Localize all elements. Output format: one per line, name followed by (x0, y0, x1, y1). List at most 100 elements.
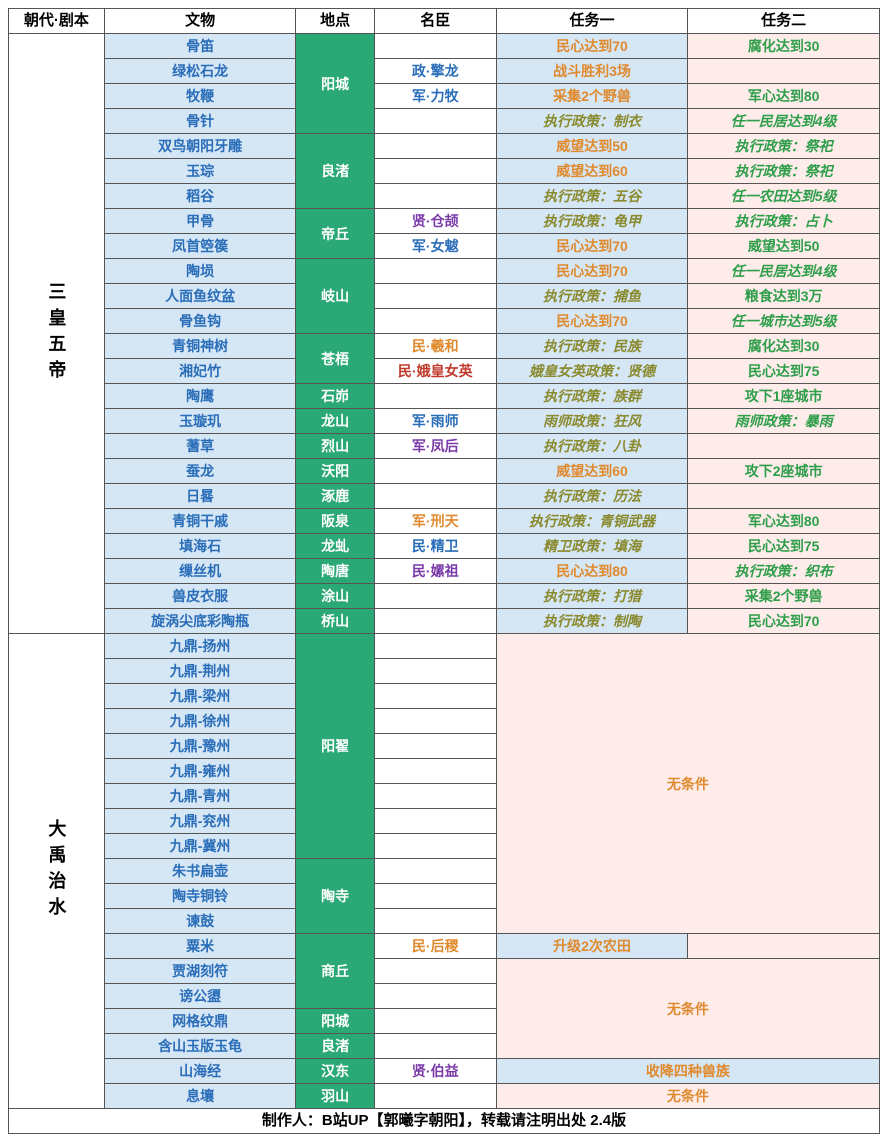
minister-cell: 军·凤后 (374, 434, 496, 459)
task1-cell: 战斗胜利3场 (496, 59, 688, 84)
minister-cell (374, 484, 496, 509)
minister-cell (374, 984, 496, 1009)
minister-cell (374, 909, 496, 934)
minister-cell (374, 259, 496, 284)
minister-cell (374, 309, 496, 334)
artifact-cell: 牧鞭 (104, 84, 296, 109)
artifact-cell: 稻谷 (104, 184, 296, 209)
table-row: 稻谷 执行政策：五谷任一农田达到5级 (9, 184, 880, 209)
location-cell: 阳城 (296, 1009, 374, 1034)
minister-cell (374, 834, 496, 859)
artifact-cell: 填海石 (104, 534, 296, 559)
minister-cell: 民·嫘祖 (374, 559, 496, 584)
artifact-cell: 息壤 (104, 1084, 296, 1109)
minister-cell (374, 759, 496, 784)
table-row: 贾湖刻符无条件 (9, 959, 880, 984)
task1-cell: 执行政策：五谷 (496, 184, 688, 209)
task2-cell: 执行政策：祭祀 (688, 159, 880, 184)
minister-cell (374, 384, 496, 409)
table-row: 大禹治水九鼎-扬州阳翟无条件 (9, 634, 880, 659)
task2-cell: 民心达到75 (688, 359, 880, 384)
table-row: 人面鱼纹盆 执行政策：捕鱼粮食达到3万 (9, 284, 880, 309)
no-condition-cell: 无条件 (496, 959, 879, 1059)
location-cell: 商丘 (296, 934, 374, 1009)
task1-cell: 执行政策：捕鱼 (496, 284, 688, 309)
artifact-cell: 山海经 (104, 1059, 296, 1084)
artifact-cell: 九鼎-冀州 (104, 834, 296, 859)
task2-cell: 军心达到80 (688, 509, 880, 534)
artifact-cell: 人面鱼纹盆 (104, 284, 296, 309)
artifact-cell: 谤公盨 (104, 984, 296, 1009)
table-body: 三皇五帝骨笛阳城民心达到70腐化达到30绿松石龙政·擎龙战斗胜利3场牧鞭军·力牧… (9, 34, 880, 1109)
table-row: 粟米商丘民·后稷升级2次农田 (9, 934, 880, 959)
table-row: 甲骨帝丘贤·仓颉执行政策：龟甲执行政策：占卜 (9, 209, 880, 234)
task2-cell: 任一农田达到5级 (688, 184, 880, 209)
task1-cell: 执行政策：八卦 (496, 434, 688, 459)
artifact-cell: 骨鱼钩 (104, 309, 296, 334)
artifact-cell: 玉琮 (104, 159, 296, 184)
minister-cell: 军·女魃 (374, 234, 496, 259)
minister-cell: 民·羲和 (374, 334, 496, 359)
task2-cell: 民心达到75 (688, 534, 880, 559)
table-row: 青铜神树苍梧民·羲和执行政策：民族腐化达到30 (9, 334, 880, 359)
table-row: 兽皮衣服涂山执行政策：打猎采集2个野兽 (9, 584, 880, 609)
task2-cell: 腐化达到30 (688, 334, 880, 359)
minister-cell (374, 459, 496, 484)
task1-cell: 民心达到80 (496, 559, 688, 584)
task-merged-cell: 无条件 (496, 1084, 879, 1109)
location-cell: 羽山 (296, 1084, 374, 1109)
artifact-cell: 贾湖刻符 (104, 959, 296, 984)
task2-cell: 粮食达到3万 (688, 284, 880, 309)
artifact-cell: 缫丝机 (104, 559, 296, 584)
task1-cell: 民心达到70 (496, 34, 688, 59)
minister-cell (374, 859, 496, 884)
location-cell: 汉东 (296, 1059, 374, 1084)
artifact-cell: 蓍草 (104, 434, 296, 459)
task2-cell: 执行政策：织布 (688, 559, 880, 584)
location-cell: 岐山 (296, 259, 374, 334)
task1-cell: 升级2次农田 (496, 934, 688, 959)
task2-cell: 腐化达到30 (688, 34, 880, 59)
task2-cell (688, 59, 880, 84)
task1-cell: 执行政策：制衣 (496, 109, 688, 134)
task1-cell: 执行政策：族群 (496, 384, 688, 409)
artifact-cell: 九鼎-雍州 (104, 759, 296, 784)
table-row: 三皇五帝骨笛阳城民心达到70腐化达到30 (9, 34, 880, 59)
artifact-cell: 玉璇玑 (104, 409, 296, 434)
artifact-cell: 骨笛 (104, 34, 296, 59)
task1-cell: 执行政策：青铜武器 (496, 509, 688, 534)
artifact-cell: 绿松石龙 (104, 59, 296, 84)
artifact-cell: 骨针 (104, 109, 296, 134)
location-cell: 苍梧 (296, 334, 374, 384)
table-row: 陶埙岐山民心达到70任一民居达到4级 (9, 259, 880, 284)
task2-cell: 任一城市达到5级 (688, 309, 880, 334)
table-row: 青铜干戚阪泉军·刑天执行政策：青铜武器军心达到80 (9, 509, 880, 534)
artifact-cell: 陶寺铜铃 (104, 884, 296, 909)
header-minister: 名臣 (374, 9, 496, 34)
task2-cell: 民心达到70 (688, 609, 880, 634)
location-cell: 龙山 (296, 409, 374, 434)
task1-cell: 执行政策：龟甲 (496, 209, 688, 234)
task2-cell: 威望达到50 (688, 234, 880, 259)
minister-cell: 军·力牧 (374, 84, 496, 109)
task1-cell: 民心达到70 (496, 309, 688, 334)
task2-cell: 任一民居达到4级 (688, 109, 880, 134)
artifact-cell: 网格纹鼎 (104, 1009, 296, 1034)
table-row: 山海经汉东贤·伯益收降四种兽族 (9, 1059, 880, 1084)
minister-cell (374, 959, 496, 984)
table-row: 双鸟朝阳牙雕良渚威望达到50执行政策：祭祀 (9, 134, 880, 159)
task1-cell: 威望达到60 (496, 459, 688, 484)
artifact-cell: 青铜神树 (104, 334, 296, 359)
location-cell: 阳城 (296, 34, 374, 134)
table-row: 缫丝机陶唐民·嫘祖民心达到80执行政策：织布 (9, 559, 880, 584)
minister-cell (374, 1034, 496, 1059)
task2-cell: 攻下1座城市 (688, 384, 880, 409)
minister-cell: 贤·仓颉 (374, 209, 496, 234)
task1-cell: 娥皇女英政策：贤德 (496, 359, 688, 384)
artifact-cell: 旋涡尖底彩陶瓶 (104, 609, 296, 634)
artifact-cell: 兽皮衣服 (104, 584, 296, 609)
location-cell: 良渚 (296, 1034, 374, 1059)
table-row: 填海石龙虬民·精卫精卫政策：填海民心达到75 (9, 534, 880, 559)
task2-cell: 军心达到80 (688, 84, 880, 109)
location-cell: 阳翟 (296, 634, 374, 859)
